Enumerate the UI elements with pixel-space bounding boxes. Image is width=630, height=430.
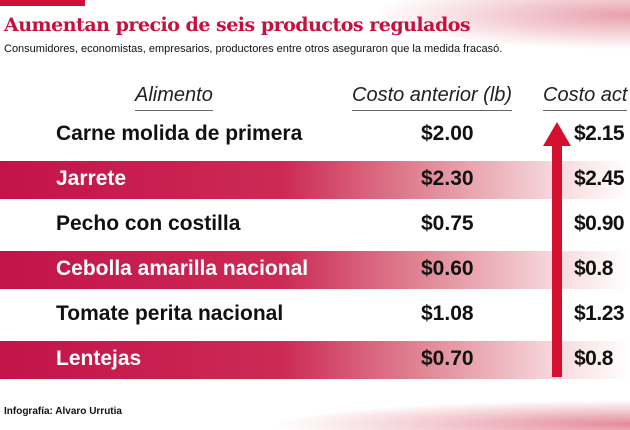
subtitle: Consumidores, economistas, empresarios, … xyxy=(4,43,503,55)
header-previous-cost: Costo anterior (lb) xyxy=(352,84,513,111)
previous-cost: $0.60 xyxy=(421,257,474,280)
table-row: Lentejas $0.70 $0.8 xyxy=(0,341,630,379)
previous-cost: $0.70 xyxy=(421,347,474,370)
table-row: Tomate perita nacional $1.08 $1.23 xyxy=(0,296,630,334)
current-cost: $0.8 xyxy=(574,347,613,370)
table-row: Cebolla amarilla nacional $0.60 $0.8 xyxy=(0,251,630,289)
food-name: Tomate perita nacional xyxy=(56,302,284,325)
food-name: Carne molida de primera xyxy=(56,122,303,145)
current-cost: $0.8 xyxy=(574,257,613,280)
page-title: Aumentan precio de seis productos regula… xyxy=(4,14,471,36)
current-cost: $2.45 xyxy=(574,167,625,190)
up-arrow-icon xyxy=(552,143,562,377)
previous-cost: $2.30 xyxy=(421,167,474,190)
current-cost: $2.15 xyxy=(574,122,625,145)
top-accent-bar xyxy=(0,0,85,6)
table-row: Carne molida de primera $2.00 $2.15 xyxy=(0,116,630,154)
up-arrow-icon xyxy=(543,122,571,146)
table-row: Pecho con costilla $0.75 $0.90 xyxy=(0,206,630,244)
header-current-cost: Costo act xyxy=(543,84,628,111)
food-name: Jarrete xyxy=(56,167,127,190)
previous-cost: $0.75 xyxy=(421,212,474,235)
food-name: Cebolla amarilla nacional xyxy=(56,257,309,280)
current-cost: $1.23 xyxy=(574,302,625,325)
previous-cost: $1.08 xyxy=(421,302,474,325)
decorative-swoosh xyxy=(270,400,630,430)
previous-cost: $2.00 xyxy=(421,122,474,145)
current-cost: $0.90 xyxy=(574,212,625,235)
food-name: Pecho con costilla xyxy=(56,212,241,235)
credit: Infografía: Alvaro Urrutia xyxy=(4,406,122,417)
header-food: Alimento xyxy=(135,84,213,111)
table-row: Jarrete $2.30 $2.45 xyxy=(0,161,630,199)
food-name: Lentejas xyxy=(56,347,142,370)
